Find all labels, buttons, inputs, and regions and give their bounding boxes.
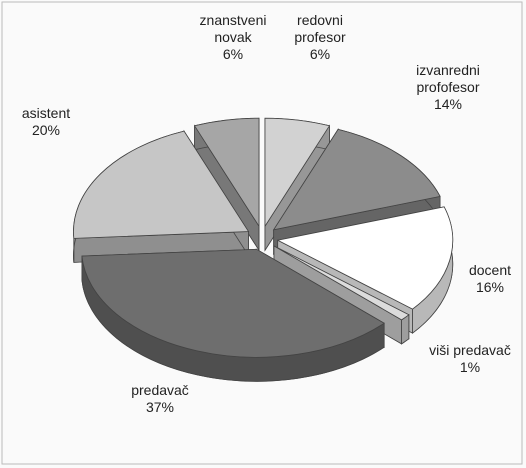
category-name: asistent: [21, 105, 71, 121]
percent-label: 1%: [459, 359, 481, 375]
percent-label: 6%: [309, 46, 331, 62]
slice-top: [73, 130, 250, 239]
slice-label: asistent 20%: [3, 105, 89, 139]
slice-label: znanstveni novak 6%: [190, 12, 276, 63]
slice-label: redovni profesor 6%: [277, 12, 363, 63]
slice-top: [193, 117, 260, 228]
slice-top: [272, 128, 441, 231]
slice-label: viši predavač 1%: [427, 342, 513, 376]
slice-label: docent 16%: [447, 262, 526, 296]
category-name: docent: [468, 262, 512, 278]
percent-label: 20%: [31, 122, 61, 138]
category-name: redovni profesor: [294, 12, 346, 45]
percent-label: 6%: [222, 46, 244, 62]
slice-label: predavač 37%: [117, 382, 203, 416]
slice-top: [264, 117, 331, 228]
category-name: viši predavač: [429, 342, 511, 358]
slice-top: [273, 245, 410, 321]
category-name: izvanredni profofesor: [416, 62, 480, 95]
percent-label: 16%: [475, 279, 505, 295]
slice: [81, 248, 385, 382]
percent-label: 37%: [145, 399, 175, 415]
category-name: znanstveni novak: [199, 12, 267, 45]
slice-top: [81, 248, 385, 358]
slice: [73, 129, 250, 263]
percent-label: 14%: [433, 96, 463, 112]
category-name: predavač: [131, 382, 189, 398]
slice-top: [276, 206, 454, 310]
slice-label: izvanredni profofesor 14%: [405, 62, 491, 113]
